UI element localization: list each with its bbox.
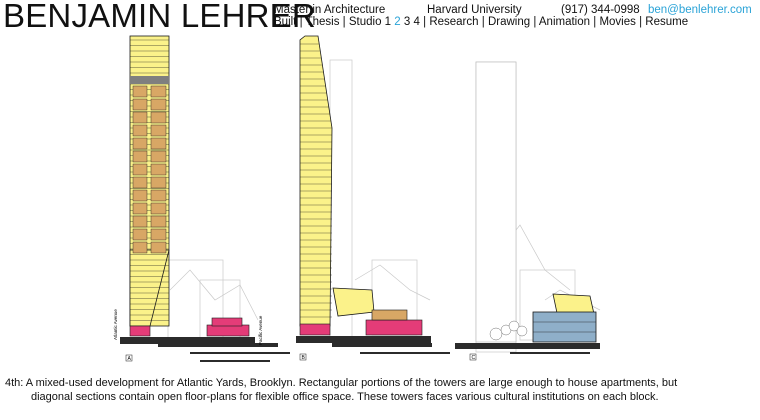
office-block xyxy=(150,150,167,163)
nav-separator: | xyxy=(299,16,303,28)
main-nav: Built | Thesis | Studio 1 2 3 4 | Resear… xyxy=(274,16,688,28)
tower-b-ground-extension xyxy=(332,343,432,347)
nav-drawing[interactable]: Drawing xyxy=(487,16,531,28)
office-block xyxy=(150,124,167,137)
office-block xyxy=(150,111,167,124)
office-block xyxy=(150,202,167,215)
tower-b-section-bar xyxy=(360,352,450,354)
tower-c-cantilever xyxy=(552,293,595,315)
office-block xyxy=(132,137,148,150)
podium-a-upper xyxy=(211,317,243,327)
office-block xyxy=(132,163,148,176)
nav-studio-3[interactable]: 3 xyxy=(403,16,411,28)
tower-a-section-bar-2 xyxy=(200,360,270,362)
tower-b: B xyxy=(296,35,450,361)
office-block xyxy=(150,228,167,241)
office-block xyxy=(150,189,167,202)
tower-elevation-drawing: Atlantic Avenue Pacific Avenue A B xyxy=(113,35,601,362)
podium-b-retail xyxy=(365,319,423,336)
office-block xyxy=(150,241,167,254)
tower-c-label-box xyxy=(469,353,477,361)
nav-research[interactable]: Research xyxy=(429,16,479,28)
office-block xyxy=(132,124,148,137)
office-block xyxy=(132,202,148,215)
tower-b-label-box xyxy=(299,353,307,361)
office-block xyxy=(132,189,148,202)
tower-c-ground xyxy=(455,343,600,349)
nav-separator: | xyxy=(639,16,643,28)
street-label-pacific: Pacific Avenue xyxy=(258,315,263,345)
tower-b-floor-lines xyxy=(300,43,332,318)
nav-studio-2[interactable]: 2 xyxy=(394,16,401,28)
tower-a-label-box xyxy=(125,354,133,362)
office-block xyxy=(132,228,148,241)
email-link[interactable]: ben@benlehrer.com xyxy=(648,4,752,16)
office-block xyxy=(132,150,148,163)
podium-b-office xyxy=(371,309,408,321)
school-text: Harvard University xyxy=(427,4,522,16)
tower-a-office-blocks xyxy=(132,85,167,254)
tower-a: Atlantic Avenue Pacific Avenue A xyxy=(113,35,290,362)
nav-separator: | xyxy=(593,16,597,28)
tower-c-section-bar xyxy=(510,352,590,354)
tower-a-mechanical-band xyxy=(130,76,169,84)
office-block xyxy=(132,215,148,228)
tower-c: C xyxy=(455,61,600,361)
project-caption: 4th: A mixed-used development for Atlant… xyxy=(5,377,755,404)
tower-b-body xyxy=(299,35,333,327)
nav-separator: | xyxy=(342,16,346,28)
office-block xyxy=(150,98,167,111)
context-buildings xyxy=(167,59,601,353)
tower-c-glass-podium xyxy=(532,311,597,343)
nav-separator: | xyxy=(533,16,537,28)
office-block xyxy=(132,241,148,254)
tower-b-label: B xyxy=(302,355,306,361)
tower-b-ground xyxy=(296,336,431,343)
tower-a-label: A xyxy=(128,356,132,362)
office-block xyxy=(132,98,148,111)
office-block xyxy=(150,137,167,150)
tower-b-retail xyxy=(299,323,331,336)
nav-studio-label: Studio xyxy=(348,16,382,28)
podium-a-retail xyxy=(206,324,250,337)
office-block xyxy=(150,85,167,98)
office-block xyxy=(132,111,148,124)
office-block xyxy=(132,85,148,98)
phone-text: (917) 344-0998 xyxy=(561,4,640,16)
office-block xyxy=(132,176,148,189)
street-label-atlantic: Atlantic Avenue xyxy=(113,309,118,340)
tower-a-section-bar xyxy=(190,352,290,354)
caption-line-2: diagonal sections contain open floor-pla… xyxy=(31,390,659,403)
tree-cluster xyxy=(489,320,528,341)
office-block xyxy=(150,176,167,189)
nav-studio-1[interactable]: 1 xyxy=(384,16,392,28)
nav-movies[interactable]: Movies xyxy=(599,16,636,28)
office-block xyxy=(150,215,167,228)
tower-a-ground-extension xyxy=(158,343,278,347)
tower-a-retail xyxy=(129,325,151,337)
nav-separator: | xyxy=(481,16,485,28)
tower-c-outline xyxy=(475,61,517,343)
office-block xyxy=(150,163,167,176)
nav-built[interactable]: Built xyxy=(274,16,297,28)
site-title[interactable]: BENJAMIN LEHRER xyxy=(3,0,316,34)
tower-b-cantilever xyxy=(332,287,375,317)
tower-a-ground xyxy=(120,337,255,344)
nav-studio-4[interactable]: 4 xyxy=(413,16,420,28)
nav-animation[interactable]: Animation xyxy=(538,16,591,28)
tower-c-label: C xyxy=(472,355,476,361)
degree-text: Master in Architecture xyxy=(274,4,386,16)
nav-separator: | xyxy=(423,16,427,28)
nav-thesis[interactable]: Thesis xyxy=(305,16,340,28)
caption-line-1: 4th: A mixed-used development for Atlant… xyxy=(5,377,678,389)
nav-resume[interactable]: Resume xyxy=(645,16,689,28)
